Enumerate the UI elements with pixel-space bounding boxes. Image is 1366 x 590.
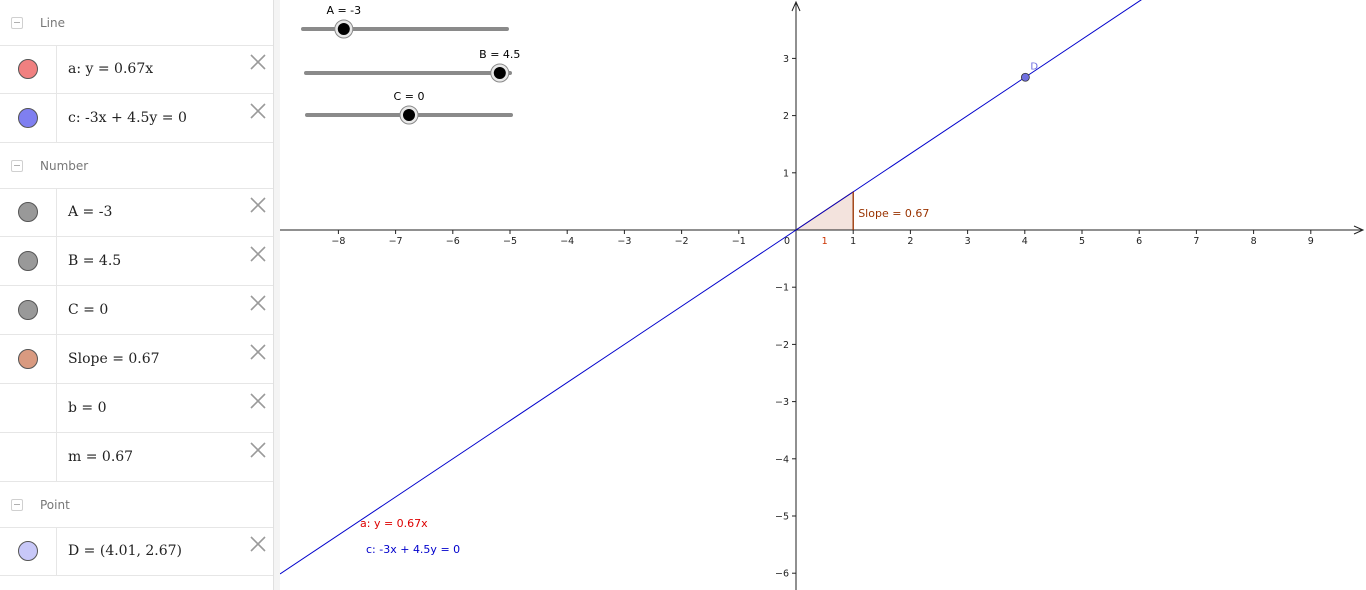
- x-tick-label: −1: [732, 236, 746, 247]
- view-splitter[interactable]: [273, 0, 280, 590]
- visibility-cell[interactable]: [0, 237, 57, 285]
- line-a-label[interactable]: a: y = 0.67x: [360, 517, 428, 530]
- algebra-row[interactable]: c: -3x + 4.5y = 0: [0, 94, 273, 143]
- slider-knob[interactable]: [337, 23, 350, 35]
- x-tick-label: −4: [560, 236, 574, 247]
- x-tick-label: 8: [1251, 236, 1257, 247]
- x-tick-label: −6: [446, 236, 460, 247]
- x-tick-label: −7: [389, 236, 403, 247]
- algebra-expression[interactable]: A = -3: [68, 204, 113, 220]
- visibility-cell[interactable]: [0, 188, 57, 236]
- algebra-expression[interactable]: B = 4.5: [68, 253, 122, 269]
- x-tick-label: 6: [1136, 236, 1142, 247]
- point-d[interactable]: [1020, 72, 1030, 82]
- algebra-expression[interactable]: c: -3x + 4.5y = 0: [68, 110, 187, 126]
- slider-knob[interactable]: [403, 109, 415, 121]
- x-tick-label: 9: [1308, 236, 1314, 247]
- visibility-cell[interactable]: [0, 45, 57, 93]
- algebra-expression[interactable]: C = 0: [68, 302, 109, 318]
- algebra-expression[interactable]: m = 0.67: [68, 449, 134, 465]
- algebra-row[interactable]: B = 4.5: [0, 237, 273, 286]
- collapse-icon[interactable]: [11, 498, 23, 511]
- y-tick-label: −1: [775, 283, 789, 294]
- y-tick-label: 2: [783, 111, 789, 122]
- delete-icon[interactable]: [249, 245, 267, 263]
- x-tick-label: 1: [850, 236, 856, 247]
- visibility-marble-icon[interactable]: [18, 59, 38, 79]
- x-tick-label: 7: [1193, 236, 1199, 247]
- x-tick-label: 4: [1022, 236, 1028, 247]
- visibility-cell[interactable]: [0, 286, 57, 334]
- algebra-expression[interactable]: Slope = 0.67: [68, 351, 160, 367]
- y-tick-label: −4: [775, 454, 789, 465]
- group-header-point[interactable]: Point: [0, 482, 273, 528]
- group-header-line[interactable]: Line: [0, 0, 273, 46]
- algebra-row[interactable]: D = (4.01, 2.67): [0, 527, 273, 576]
- delete-icon[interactable]: [249, 294, 267, 312]
- collapse-icon[interactable]: [11, 159, 23, 172]
- graphics-view[interactable]: −8 −7 −6 −5 −4 −3 −2 −1 0 1 2 3 4 5 6 7 8 9 1 2 3 −1 −2 −3 −4 −5 −…: [280, 0, 1366, 590]
- collapse-icon[interactable]: [11, 16, 23, 29]
- x-axis-arrow-icon: [1353, 225, 1365, 235]
- y-tick-label: −5: [775, 512, 789, 523]
- visibility-marble-icon[interactable]: [18, 202, 38, 222]
- visibility-marble-icon[interactable]: [18, 541, 38, 561]
- x-tick-label: 3: [965, 236, 971, 247]
- algebra-row[interactable]: a: y = 0.67x: [0, 45, 273, 94]
- x-tick-label: 0: [784, 236, 790, 247]
- slider-label: A = -3: [326, 4, 361, 17]
- x-tick-label: 5: [1079, 236, 1085, 247]
- algebra-row[interactable]: m = 0.67: [0, 433, 273, 482]
- visibility-cell[interactable]: [0, 335, 57, 383]
- delete-icon[interactable]: [249, 196, 267, 214]
- y-tick-label: −3: [775, 397, 789, 408]
- group-label: Number: [40, 158, 89, 173]
- visibility-marble-icon[interactable]: [18, 108, 38, 128]
- slider-label: C = 0: [394, 90, 425, 103]
- slider-label: B = 4.5: [479, 48, 520, 61]
- point-d-label: D: [1030, 61, 1038, 72]
- y-tick-label: 3: [783, 54, 789, 65]
- visibility-cell[interactable]: [0, 527, 57, 575]
- algebra-expression[interactable]: b = 0: [68, 400, 107, 416]
- slope-run-label: 1: [822, 236, 828, 247]
- x-tick-label: −3: [617, 236, 631, 247]
- visibility-marble-icon[interactable]: [18, 300, 38, 320]
- x-tick-label: 2: [907, 236, 913, 247]
- group-header-number[interactable]: Number: [0, 143, 273, 189]
- group-label: Point: [40, 497, 70, 512]
- x-tick-label: −5: [503, 236, 517, 247]
- line-c-label[interactable]: c: -3x + 4.5y = 0: [366, 543, 460, 556]
- y-tick-label: 1: [783, 168, 789, 179]
- algebra-row[interactable]: C = 0: [0, 286, 273, 335]
- group-label: Line: [40, 15, 66, 30]
- delete-icon[interactable]: [249, 102, 267, 120]
- slider-knob[interactable]: [493, 67, 506, 79]
- delete-icon[interactable]: [249, 441, 267, 459]
- slope-label: Slope = 0.67: [858, 207, 929, 220]
- algebra-row[interactable]: A = -3: [0, 188, 273, 237]
- delete-icon[interactable]: [249, 535, 267, 553]
- delete-icon[interactable]: [249, 343, 267, 361]
- visibility-cell[interactable]: [0, 94, 57, 142]
- x-tick-label: −8: [331, 236, 345, 247]
- algebra-view: Line a: y = 0.67x c: -3x + 4.5y = 0 Number A…: [0, 0, 274, 590]
- delete-icon[interactable]: [249, 392, 267, 410]
- visibility-cell: [0, 384, 57, 432]
- visibility-marble-icon[interactable]: [18, 251, 38, 271]
- y-axis-arrow-icon: [791, 0, 801, 12]
- algebra-expression[interactable]: D = (4.01, 2.67): [68, 543, 183, 559]
- visibility-marble-icon[interactable]: [18, 349, 38, 369]
- algebra-row[interactable]: Slope = 0.67: [0, 335, 273, 384]
- x-tick-label: −2: [675, 236, 689, 247]
- algebra-row[interactable]: b = 0: [0, 384, 273, 433]
- y-tick-label: −6: [775, 569, 789, 580]
- y-tick-label: −2: [775, 340, 789, 351]
- delete-icon[interactable]: [249, 53, 267, 71]
- visibility-cell: [0, 433, 57, 481]
- algebra-expression[interactable]: a: y = 0.67x: [68, 61, 154, 77]
- line-a[interactable]: [280, 0, 1366, 575]
